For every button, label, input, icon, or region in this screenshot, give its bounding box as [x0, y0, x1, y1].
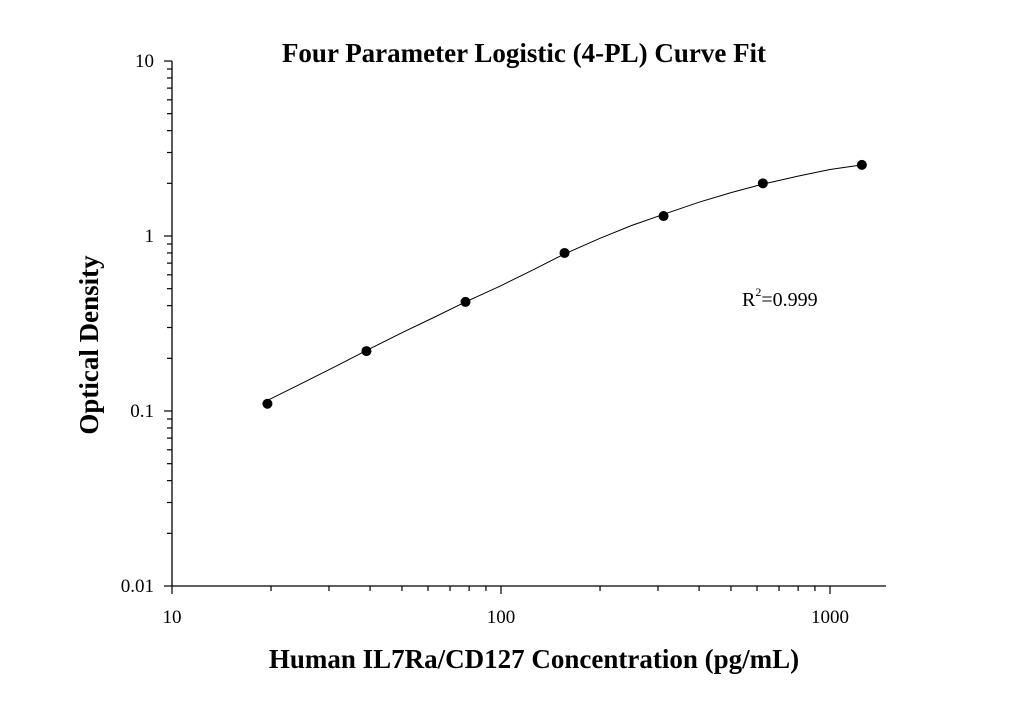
- chart-title: Four Parameter Logistic (4-PL) Curve Fit: [282, 38, 766, 68]
- data-point: [559, 247, 570, 258]
- data-point: [757, 178, 768, 189]
- r-squared-annotation: R2=0.999: [742, 285, 818, 311]
- x-tick-label: 100: [487, 607, 516, 628]
- r-squared-value: =0.999: [761, 289, 817, 311]
- y-tick-label: 0.1: [130, 401, 154, 422]
- r-squared-superscript: 2: [755, 285, 761, 299]
- y-axis-label: Optical Density: [74, 255, 104, 435]
- data-point: [856, 159, 867, 170]
- y-tick-label: 10: [135, 51, 154, 72]
- r-squared-prefix: R: [742, 289, 756, 311]
- x-axis-label: Human IL7Ra/CD127 Concentration (pg/mL): [269, 644, 799, 674]
- tick-labels: 10 100 1000 0.01 0.1 1 10: [121, 51, 849, 628]
- data-point: [262, 398, 273, 409]
- axes: [171, 61, 886, 587]
- ticks: [164, 60, 831, 594]
- fit-curve: [267, 164, 862, 401]
- x-tick-label: 1000: [811, 607, 849, 628]
- y-tick-label: 1: [145, 226, 155, 247]
- data-point: [460, 296, 471, 307]
- x-tick-label: 10: [163, 607, 182, 628]
- data-point: [361, 346, 372, 357]
- y-tick-label: 0.01: [121, 576, 154, 597]
- data-point: [658, 211, 669, 222]
- data-points: [262, 159, 867, 409]
